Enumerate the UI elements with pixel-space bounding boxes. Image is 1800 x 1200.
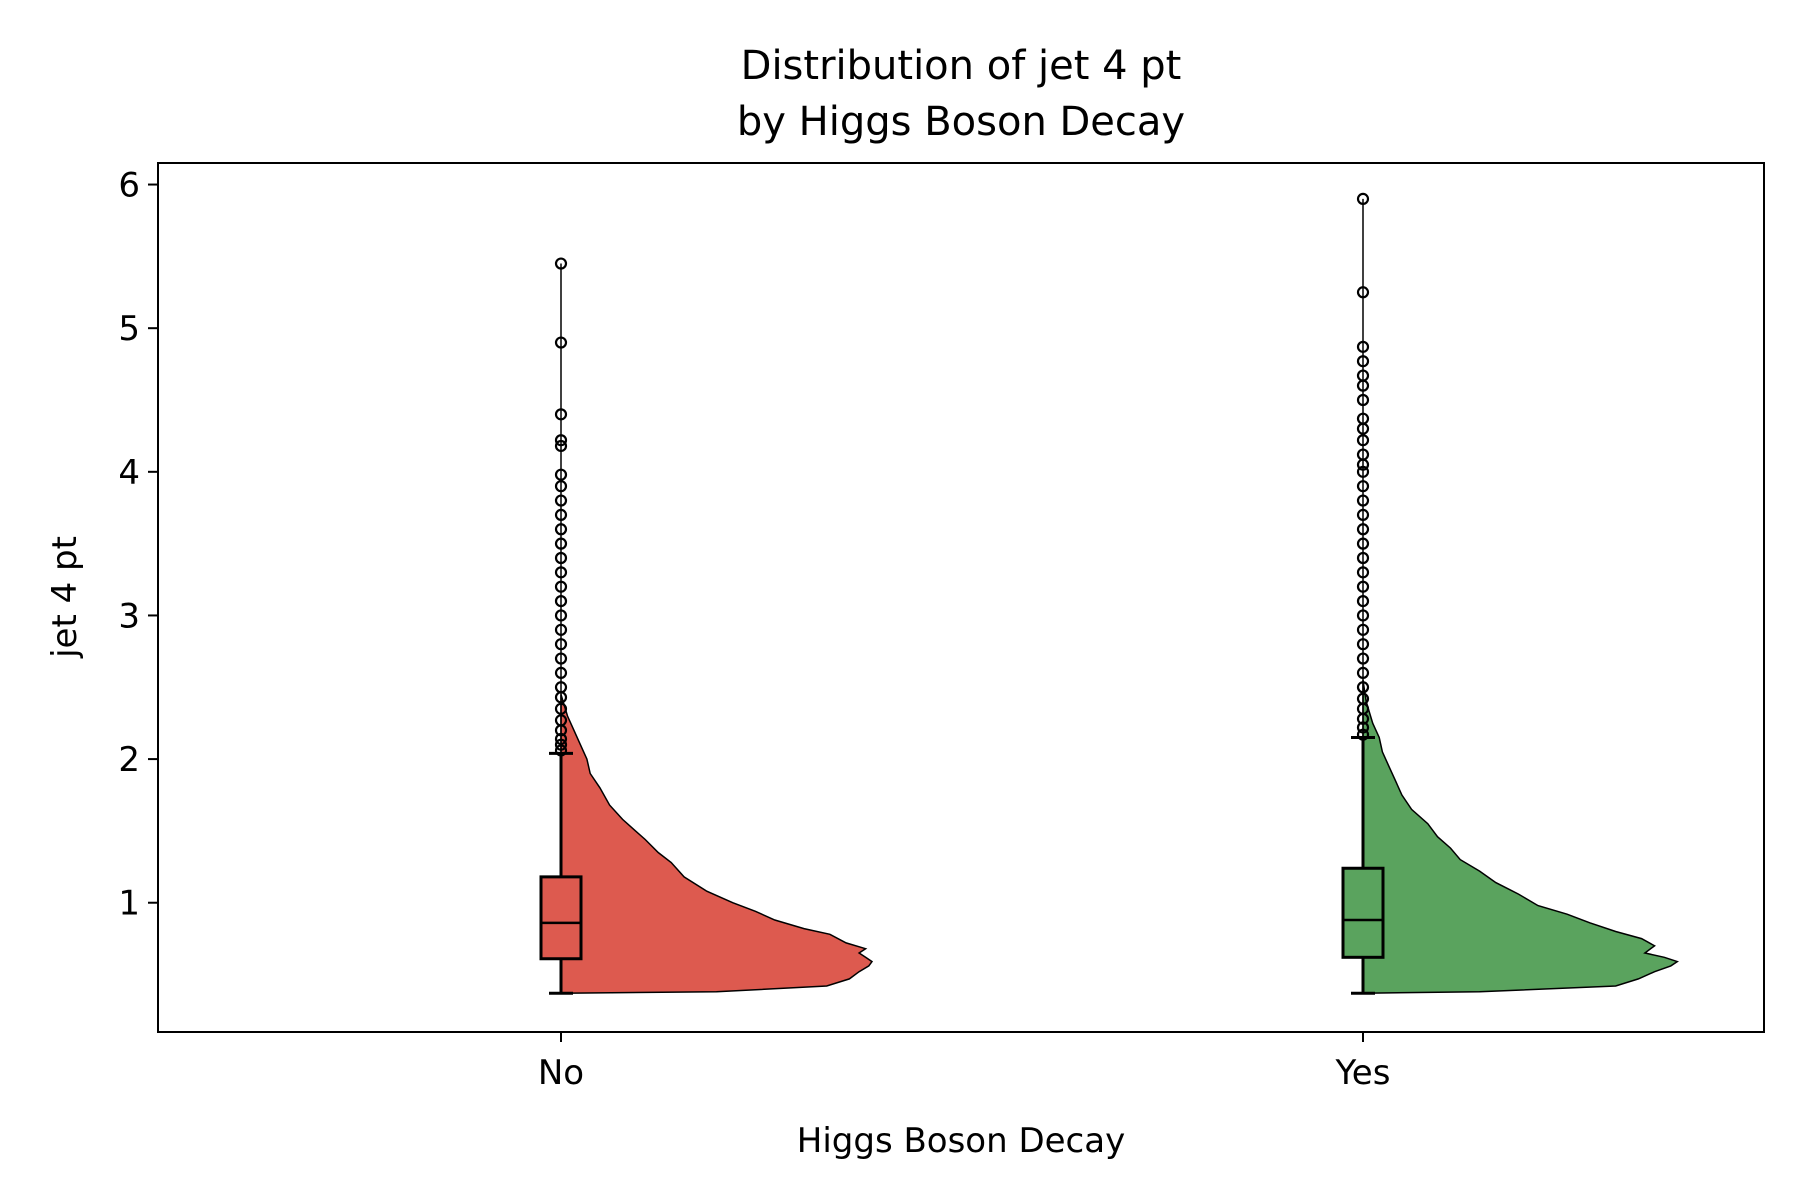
plot-area <box>539 192 1680 995</box>
outlier-point <box>554 523 568 536</box>
violin-no <box>560 694 874 994</box>
outlier-point <box>554 652 568 665</box>
outlier-point <box>554 494 568 507</box>
outlier-point <box>554 609 568 622</box>
outlier-point <box>554 732 568 746</box>
x-axis-label: Higgs Boson Decay <box>797 1121 1125 1161</box>
plot-frame <box>157 162 1765 1033</box>
outlier-point <box>554 623 568 636</box>
outlier-point <box>554 738 568 751</box>
outlier-point <box>554 480 568 493</box>
x-tick-label: Yes <box>1335 1053 1391 1093</box>
outlier-point <box>1356 728 1370 741</box>
box-yes <box>1341 866 1385 959</box>
y-axis-label: jet 4 pt <box>45 536 85 659</box>
y-tick-label: 4 <box>118 453 140 493</box>
outlier-point <box>1356 434 1370 447</box>
outlier-point <box>554 566 568 579</box>
outlier-point <box>1356 551 1370 565</box>
outlier-point <box>554 257 568 270</box>
outlier-point <box>1356 393 1370 407</box>
outlier-point <box>1356 369 1370 382</box>
outlier-point <box>1356 494 1370 507</box>
outlier-point <box>554 468 568 481</box>
outlier-point <box>1356 666 1370 680</box>
outlier-point <box>554 744 568 757</box>
outlier-point <box>554 551 568 565</box>
y-tick-label: 1 <box>118 884 140 924</box>
outlier-point <box>1356 609 1370 622</box>
outlier-point <box>554 702 568 715</box>
y-tick-label: 3 <box>118 596 140 636</box>
outlier-point <box>554 439 568 453</box>
chart-title-line-2: by Higgs Boson Decay <box>737 99 1185 145</box>
outlier-point <box>1356 652 1370 665</box>
chart-title-line-1: Distribution of jet 4 pt <box>741 43 1182 89</box>
outlier-point <box>1356 465 1370 478</box>
outlier-point <box>1356 580 1370 593</box>
x-tick-label: No <box>538 1053 584 1093</box>
outlier-point <box>554 408 568 421</box>
outlier-point <box>1356 566 1370 579</box>
outlier-point <box>1356 480 1370 493</box>
outlier-point <box>554 580 568 593</box>
outlier-point <box>1356 508 1370 522</box>
outlier-point <box>1356 594 1370 608</box>
outlier-point <box>554 594 568 608</box>
outlier-point <box>554 681 568 694</box>
outlier-point <box>1356 412 1370 425</box>
outlier-point <box>1356 340 1370 353</box>
outlier-point <box>1356 681 1370 694</box>
outlier-point <box>1356 192 1370 206</box>
outlier-point <box>1356 638 1370 651</box>
x-axis: No Yes <box>538 1032 1391 1093</box>
outlier-point <box>1356 448 1370 461</box>
outlier-point <box>554 714 568 727</box>
y-tick-label: 6 <box>118 166 140 206</box>
outlier-point <box>1356 355 1370 368</box>
outlier-point <box>1356 286 1370 299</box>
outlier-point <box>554 508 568 522</box>
outlier-point <box>554 336 568 349</box>
outlier-point <box>554 434 568 447</box>
outlier-point <box>1356 692 1370 705</box>
outlier-point <box>554 537 568 550</box>
outlier-point <box>1356 623 1370 636</box>
box-no <box>539 875 583 961</box>
outlier-point <box>1356 537 1370 550</box>
violin-yes <box>1362 679 1680 994</box>
y-tick-label: 5 <box>118 309 140 349</box>
outlier-point <box>554 666 568 680</box>
outlier-point <box>1356 523 1370 536</box>
outlier-point <box>1356 721 1370 734</box>
y-axis: 1 2 3 4 5 6 <box>118 166 158 924</box>
outlier-point <box>554 638 568 651</box>
y-tick-label: 2 <box>118 740 140 780</box>
